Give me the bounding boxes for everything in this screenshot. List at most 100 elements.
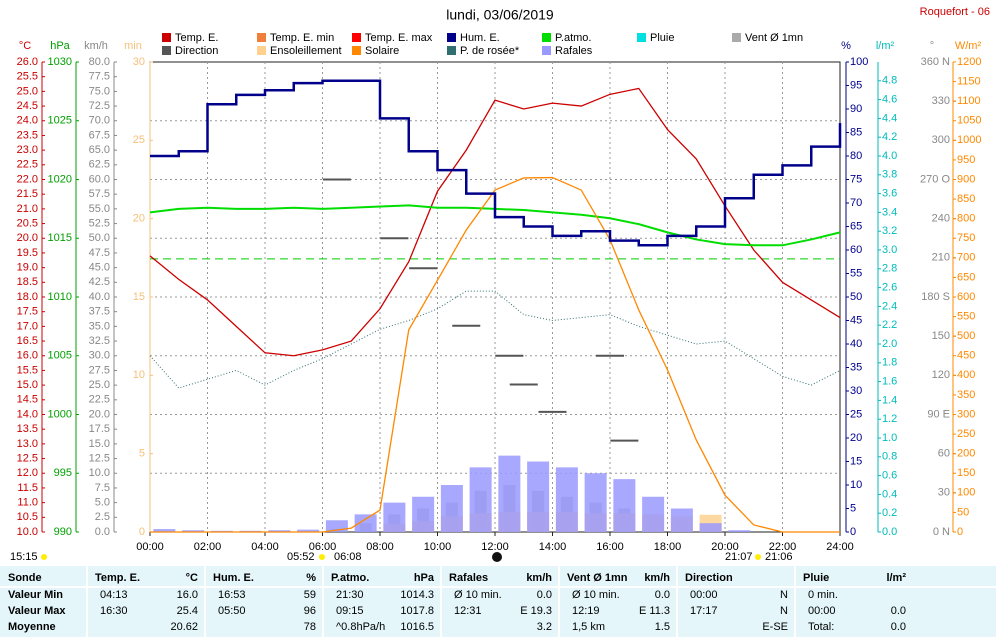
tick-label: 65.0: [89, 144, 110, 156]
tick-label: 3.2: [882, 225, 897, 237]
tick-label: 27.5: [89, 364, 110, 376]
table-header: °C: [186, 572, 198, 584]
table-cell: N: [780, 589, 788, 601]
tick-label: 15.0: [17, 379, 38, 391]
tick-label: 750: [957, 232, 975, 244]
moon-icon: [492, 552, 502, 562]
legend-label: Direction: [175, 45, 218, 57]
tick-label: 12.5: [89, 452, 110, 464]
table-cell: 12:31: [454, 605, 482, 617]
table-header: P.atmo.: [331, 572, 369, 584]
tick-label: 19.5: [17, 247, 38, 259]
tick-label: 5: [139, 448, 145, 460]
axis-unit: hPa: [50, 40, 70, 52]
tick-label: 42.5: [89, 276, 110, 288]
tick-label: 25.0: [17, 85, 38, 97]
tick-label: 0.0: [95, 526, 110, 538]
tick-label: 360 N: [921, 56, 950, 68]
tick-label: 10: [850, 479, 862, 491]
table-cell: E 11.3: [639, 605, 670, 617]
tick-label: 16.0: [17, 350, 38, 362]
tick-label: 10: [133, 369, 145, 381]
tick-label: 26.0: [17, 56, 38, 68]
tick-label: 55.0: [89, 203, 110, 215]
tick-label: 1000: [48, 408, 72, 420]
tick-label: 65: [850, 220, 862, 232]
tick-label: 300: [957, 408, 975, 420]
tick-label: 80: [850, 150, 862, 162]
bar: [498, 455, 521, 532]
tick-label: 5.0: [95, 497, 110, 509]
tick-label: 1100: [957, 95, 981, 107]
bar: [670, 508, 693, 532]
axis-unit: l/m²: [876, 40, 895, 52]
tick-label: 20: [850, 432, 862, 444]
tick-label: 30: [850, 385, 862, 397]
table-header: Direction: [685, 572, 733, 584]
table-cell: 09:15: [336, 605, 364, 617]
tick-label: 47.5: [89, 247, 110, 259]
tick-label: 1000: [957, 134, 981, 146]
tick-label: 4.4: [882, 112, 897, 124]
tick-label: 70: [850, 197, 862, 209]
legend-label: Temp. E. max: [365, 32, 433, 44]
tick-label: 10.0: [89, 467, 110, 479]
tick-label: 1025: [48, 115, 72, 127]
legend-label: Vent Ø 1mn: [745, 32, 803, 44]
table-header: Rafales: [449, 572, 488, 584]
tick-label: 500: [957, 330, 975, 342]
table-cell: 1014.3: [400, 589, 434, 601]
tick-label: 950: [957, 154, 975, 166]
x-tick-label: 18:00: [654, 541, 682, 553]
x-tick-label: 20:00: [711, 541, 739, 553]
tick-label: 12.0: [17, 467, 38, 479]
tick-label: 50: [850, 291, 862, 303]
tick-label: 21.0: [17, 203, 38, 215]
tick-label: 35.0: [89, 320, 110, 332]
x-tick-label: 06:00: [309, 541, 337, 553]
tick-label: 450: [957, 350, 975, 362]
table-header: km/h: [644, 572, 670, 584]
tick-label: 18.0: [17, 291, 38, 303]
tick-label: 4.6: [882, 94, 897, 106]
table-header: hPa: [414, 572, 435, 584]
tick-label: 100: [850, 56, 868, 68]
tick-label: 13.0: [17, 438, 38, 450]
tick-label: 55: [850, 267, 862, 279]
tick-label: 150: [932, 330, 950, 342]
table-cell: 59: [304, 589, 316, 601]
table-header: Temp. E.: [95, 572, 140, 584]
bar: [440, 485, 463, 532]
tick-label: 1.8: [882, 357, 897, 369]
x-tick-label: 10:00: [424, 541, 452, 553]
table-cell: 16.0: [177, 589, 198, 601]
table-header: Vent Ø 1mn: [567, 572, 628, 584]
row-label: Valeur Min: [8, 589, 63, 601]
legend-label: Hum. E.: [460, 32, 500, 44]
tick-label: 10.0: [17, 526, 38, 538]
table-cell: 1016.5: [400, 621, 434, 633]
axis-unit: km/h: [84, 40, 108, 52]
tick-label: 1030: [48, 56, 72, 68]
tick-label: 550: [957, 310, 975, 322]
tick-label: 5: [850, 502, 856, 514]
series-line: [150, 176, 840, 533]
legend-swatch: [542, 33, 551, 42]
x-tick-label: 16:00: [596, 541, 624, 553]
sunset: 21:07: [725, 551, 753, 563]
bar: [613, 479, 636, 532]
legend-label: Ensoleillement: [270, 45, 342, 57]
table-cell: 16:53: [218, 589, 246, 601]
table-cell: 96: [304, 605, 316, 617]
sunrise: 05:52: [287, 551, 315, 563]
legend-swatch: [162, 33, 171, 42]
tick-label: 270 O: [920, 173, 950, 185]
table-cell: 16:30: [100, 605, 128, 617]
tick-label: 25: [850, 408, 862, 420]
legend-swatch: [257, 33, 266, 42]
table-cell: 3.2: [537, 621, 552, 633]
legend-swatch: [447, 46, 456, 55]
bar: [383, 502, 406, 532]
tick-label: 60: [850, 244, 862, 256]
